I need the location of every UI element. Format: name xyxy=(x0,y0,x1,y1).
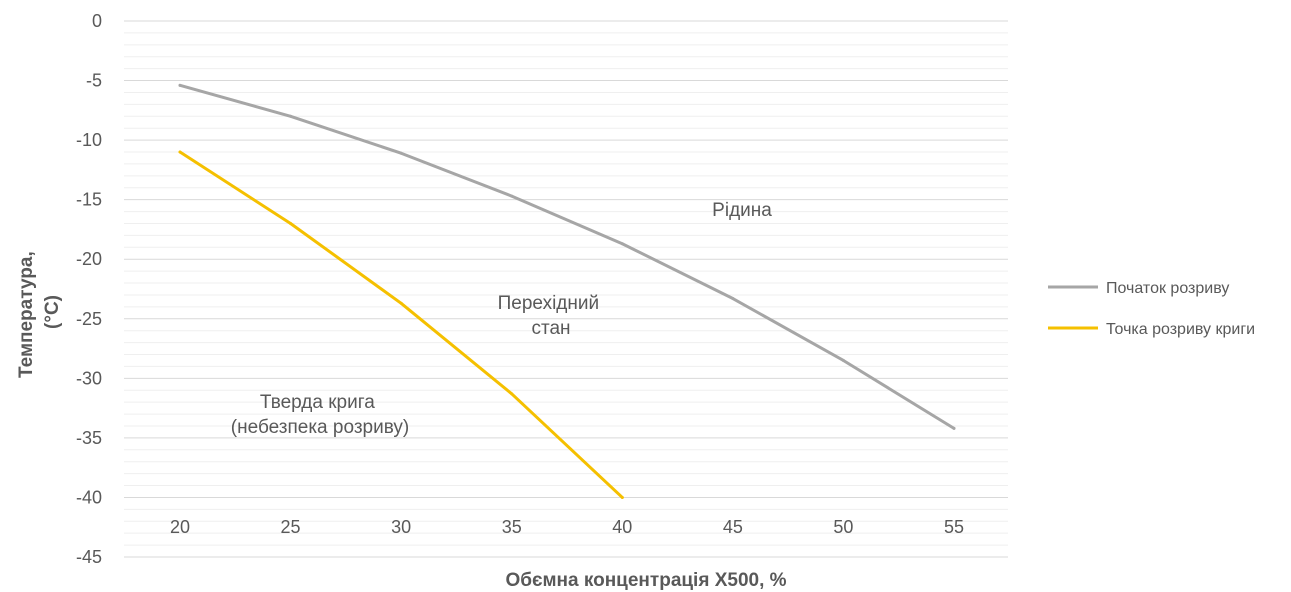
y-tick-label: -10 xyxy=(76,130,102,150)
x-tick-label: 30 xyxy=(391,517,411,537)
y-tick-label: 0 xyxy=(92,11,102,31)
y-tick-label: -25 xyxy=(76,309,102,329)
legend-label-start: Початок розриву xyxy=(1106,280,1229,297)
x-tick-label: 50 xyxy=(833,517,853,537)
y-tick-label: -20 xyxy=(76,249,102,269)
data-point-ice xyxy=(399,301,403,305)
annotation-solid-ice: Тверда крига (небезпека розриву) xyxy=(231,392,409,438)
x-tick-label: 45 xyxy=(723,517,743,537)
legend: Початок розриву Точка розриву криги xyxy=(1048,280,1255,338)
data-point-start xyxy=(178,83,182,87)
data-point-start xyxy=(841,358,845,362)
annotation-liquid: Рідина xyxy=(712,200,772,221)
data-point-ice xyxy=(620,495,624,499)
data-point-ice xyxy=(178,150,182,154)
data-point-start xyxy=(399,151,403,155)
y-tick-label: -15 xyxy=(76,190,102,210)
y-axis-label: Температура, (°C) xyxy=(16,246,63,378)
data-point-start xyxy=(510,194,514,198)
data-point-start xyxy=(952,426,956,430)
x-tick-label: 55 xyxy=(944,517,964,537)
y-tick-label: -5 xyxy=(86,71,102,91)
y-tick-label: -45 xyxy=(76,547,102,567)
x-tick-label: 40 xyxy=(612,517,632,537)
y-tick-label: -30 xyxy=(76,368,102,388)
data-point-ice xyxy=(510,392,514,396)
annotation-transition: Перехідний стан xyxy=(498,293,605,339)
x-tick-label: 20 xyxy=(170,517,190,537)
y-tick-label: -35 xyxy=(76,428,102,448)
data-point-start xyxy=(731,297,735,301)
data-point-start xyxy=(289,114,293,118)
x-tick-labels: 20 25 30 35 40 45 50 55 xyxy=(170,517,964,537)
y-tick-labels: 0 -5 -10 -15 -20 -25 -30 -35 -40 -45 xyxy=(76,11,102,567)
x-tick-label: 35 xyxy=(502,517,522,537)
gridlines xyxy=(124,20,1008,558)
data-point-ice xyxy=(289,221,293,225)
x-tick-label: 25 xyxy=(281,517,301,537)
x-axis-label: Обємна концентрація X500, % xyxy=(505,570,786,591)
y-tick-label: -40 xyxy=(76,487,102,507)
legend-label-ice: Точка розриву криги xyxy=(1106,321,1255,338)
data-point-start xyxy=(620,242,624,246)
series-line-start xyxy=(178,83,956,430)
series-lines xyxy=(178,83,956,499)
